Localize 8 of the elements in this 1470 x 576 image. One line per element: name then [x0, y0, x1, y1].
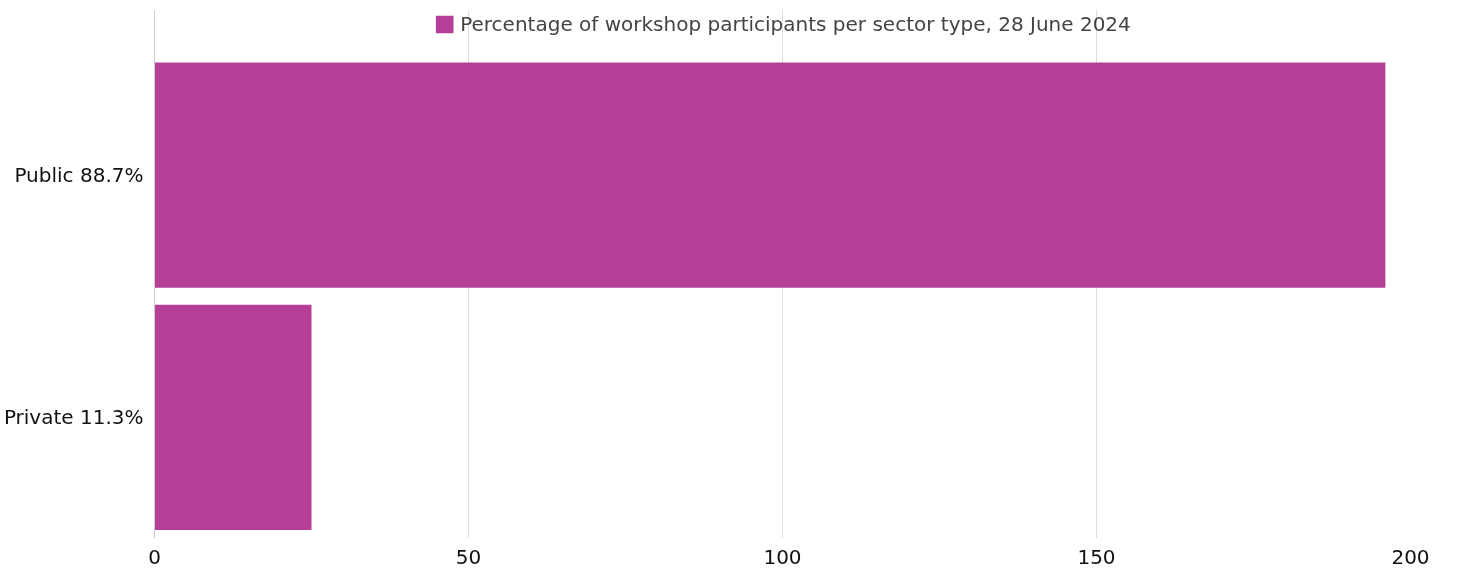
y-tick-label: Public 88.7% [14, 163, 144, 188]
x-tick-label: 150 [1077, 544, 1116, 569]
x-tick-label: 100 [763, 544, 802, 569]
x-tick-label: 50 [455, 544, 482, 569]
y-tick-label: Private 11.3% [3, 405, 144, 430]
x-tick-label: 0 [148, 544, 161, 569]
legend-label: Percentage of workshop participants per sector type, 28 June 2024 [460, 12, 1131, 36]
x-tick-label: 200 [1391, 544, 1430, 569]
